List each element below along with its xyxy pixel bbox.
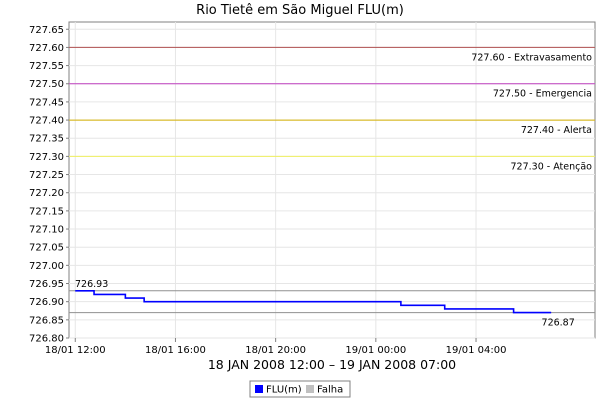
threshold-label: 727.30 - Atenção xyxy=(511,161,593,172)
y-tick-label: 727.35 xyxy=(29,134,64,145)
y-tick-label: 726.80 xyxy=(29,334,64,345)
x-tick-label: 19/01 00:00 xyxy=(345,345,406,356)
reference-lines xyxy=(69,290,595,314)
x-axis: 18/01 12:00 18/01 16:00 18/01 20:00 19/01 0… xyxy=(45,338,507,356)
x-tick-label: 18/01 16:00 xyxy=(145,345,206,356)
y-tick-label: 727.20 xyxy=(29,188,64,199)
x-tick-label: 18/01 20:00 xyxy=(245,345,306,356)
x-axis-label: 18 JAN 2008 12:00 – 19 JAN 2008 07:00 xyxy=(208,357,456,372)
threshold-lines: 727.60 - Extravasamento 727.50 - Emergenc… xyxy=(69,46,595,172)
grid xyxy=(69,22,595,339)
legend-swatch-falha xyxy=(306,385,314,393)
data-annotation: 726.87 xyxy=(542,318,575,329)
legend-box xyxy=(249,380,351,398)
y-tick-label: 727.05 xyxy=(29,243,64,254)
legend: FLU(m) Falha xyxy=(249,380,351,398)
plot-area xyxy=(68,21,596,339)
y-tick-label: 727.10 xyxy=(29,225,64,236)
legend-swatch-flu xyxy=(255,385,263,393)
threshold-label: 727.40 - Alerta xyxy=(521,125,592,136)
y-tick-label: 727.00 xyxy=(29,261,64,272)
y-tick-label: 726.95 xyxy=(29,279,64,290)
series-line-flu xyxy=(75,289,552,314)
y-axis: 726.80 726.85 726.90 726.95 727.00 727.05 727.… xyxy=(29,25,69,345)
legend-label-flu: FLU(m) xyxy=(266,385,302,396)
threshold-label: 727.60 - Extravasamento xyxy=(471,52,592,63)
y-tick-label: 727.30 xyxy=(29,152,64,163)
y-tick-label: 727.55 xyxy=(29,61,64,72)
y-tick-label: 727.25 xyxy=(29,170,64,181)
y-tick-label: 726.90 xyxy=(29,297,64,308)
y-tick-label: 727.15 xyxy=(29,206,64,217)
data-annotation: 726.93 xyxy=(75,279,108,290)
legend-label-falha: Falha xyxy=(317,385,343,396)
threshold-label: 727.50 - Emergencia xyxy=(493,89,592,100)
y-tick-label: 727.65 xyxy=(29,25,64,36)
chart-title: Rio Tietê em São Miguel FLU(m) xyxy=(196,3,404,18)
x-tick-label: 18/01 12:00 xyxy=(45,345,106,356)
y-tick-label: 727.45 xyxy=(29,97,64,108)
series-lines xyxy=(75,289,552,314)
y-tick-label: 727.50 xyxy=(29,79,64,90)
annotations: 726.93 726.87 xyxy=(75,279,575,329)
x-tick-label: 19/01 04:00 xyxy=(446,345,507,356)
y-tick-label: 726.85 xyxy=(29,315,64,326)
y-tick-label: 727.60 xyxy=(29,43,64,54)
y-tick-label: 727.40 xyxy=(29,116,64,127)
